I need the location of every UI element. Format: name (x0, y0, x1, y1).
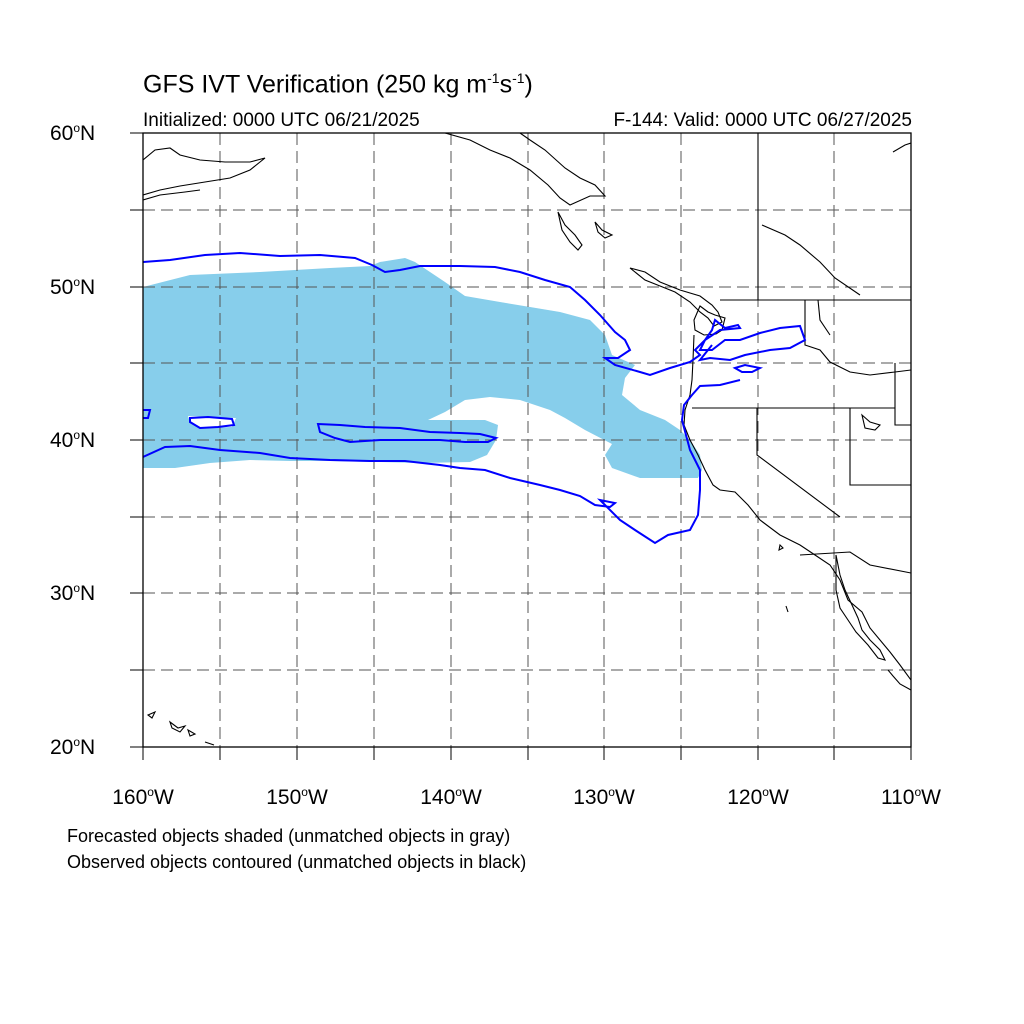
observed-note: Observed objects contoured (unmatched ob… (67, 852, 527, 872)
forecast-ivt-object (143, 258, 702, 478)
title-text: GFS IVT Verification (250 kg m (143, 70, 488, 99)
valid-time-label: F-144: Valid: 0000 UTC 06/27/2025 (613, 110, 912, 131)
title-text-s: s (499, 70, 513, 99)
map-title: GFS IVT Verification (250 kg m-1s-1) (143, 70, 533, 99)
lon-label-160w: 160oW (112, 785, 174, 809)
observed-object-mid (316, 422, 499, 444)
observed-object-small-west (189, 415, 236, 430)
lon-label-140w: 140oW (420, 785, 482, 809)
title-exponent-1: -1 (487, 70, 500, 86)
title-text-end: ) (524, 70, 533, 99)
observed-object-south (143, 379, 741, 545)
lon-label-110w: 110oW (881, 785, 941, 809)
observed-ivt-contours (143, 251, 807, 545)
observed-object-east (732, 363, 764, 373)
coastlines (143, 133, 911, 746)
lon-label-130w: 130oW (573, 785, 635, 809)
lat-label-40n: 40oN (50, 428, 96, 452)
init-time-label: Initialized: 0000 UTC 06/21/2025 (143, 110, 420, 131)
title-exponent-2: -1 (512, 70, 525, 86)
tick-marks (130, 132, 912, 760)
lat-label-30n: 30oN (50, 581, 96, 605)
forecast-note: Forecasted objects shaded (unmatched obj… (67, 826, 511, 846)
lon-label-120w: 120oW (727, 785, 789, 809)
lon-label-150w: 150oW (266, 785, 328, 809)
lat-label-50n: 50oN (50, 275, 96, 299)
observed-object-tip (143, 409, 152, 419)
lat-label-60n: 60oN (50, 121, 96, 145)
observed-object-north (143, 251, 807, 377)
lat-label-20n: 20oN (50, 735, 96, 759)
graticule (143, 133, 911, 747)
